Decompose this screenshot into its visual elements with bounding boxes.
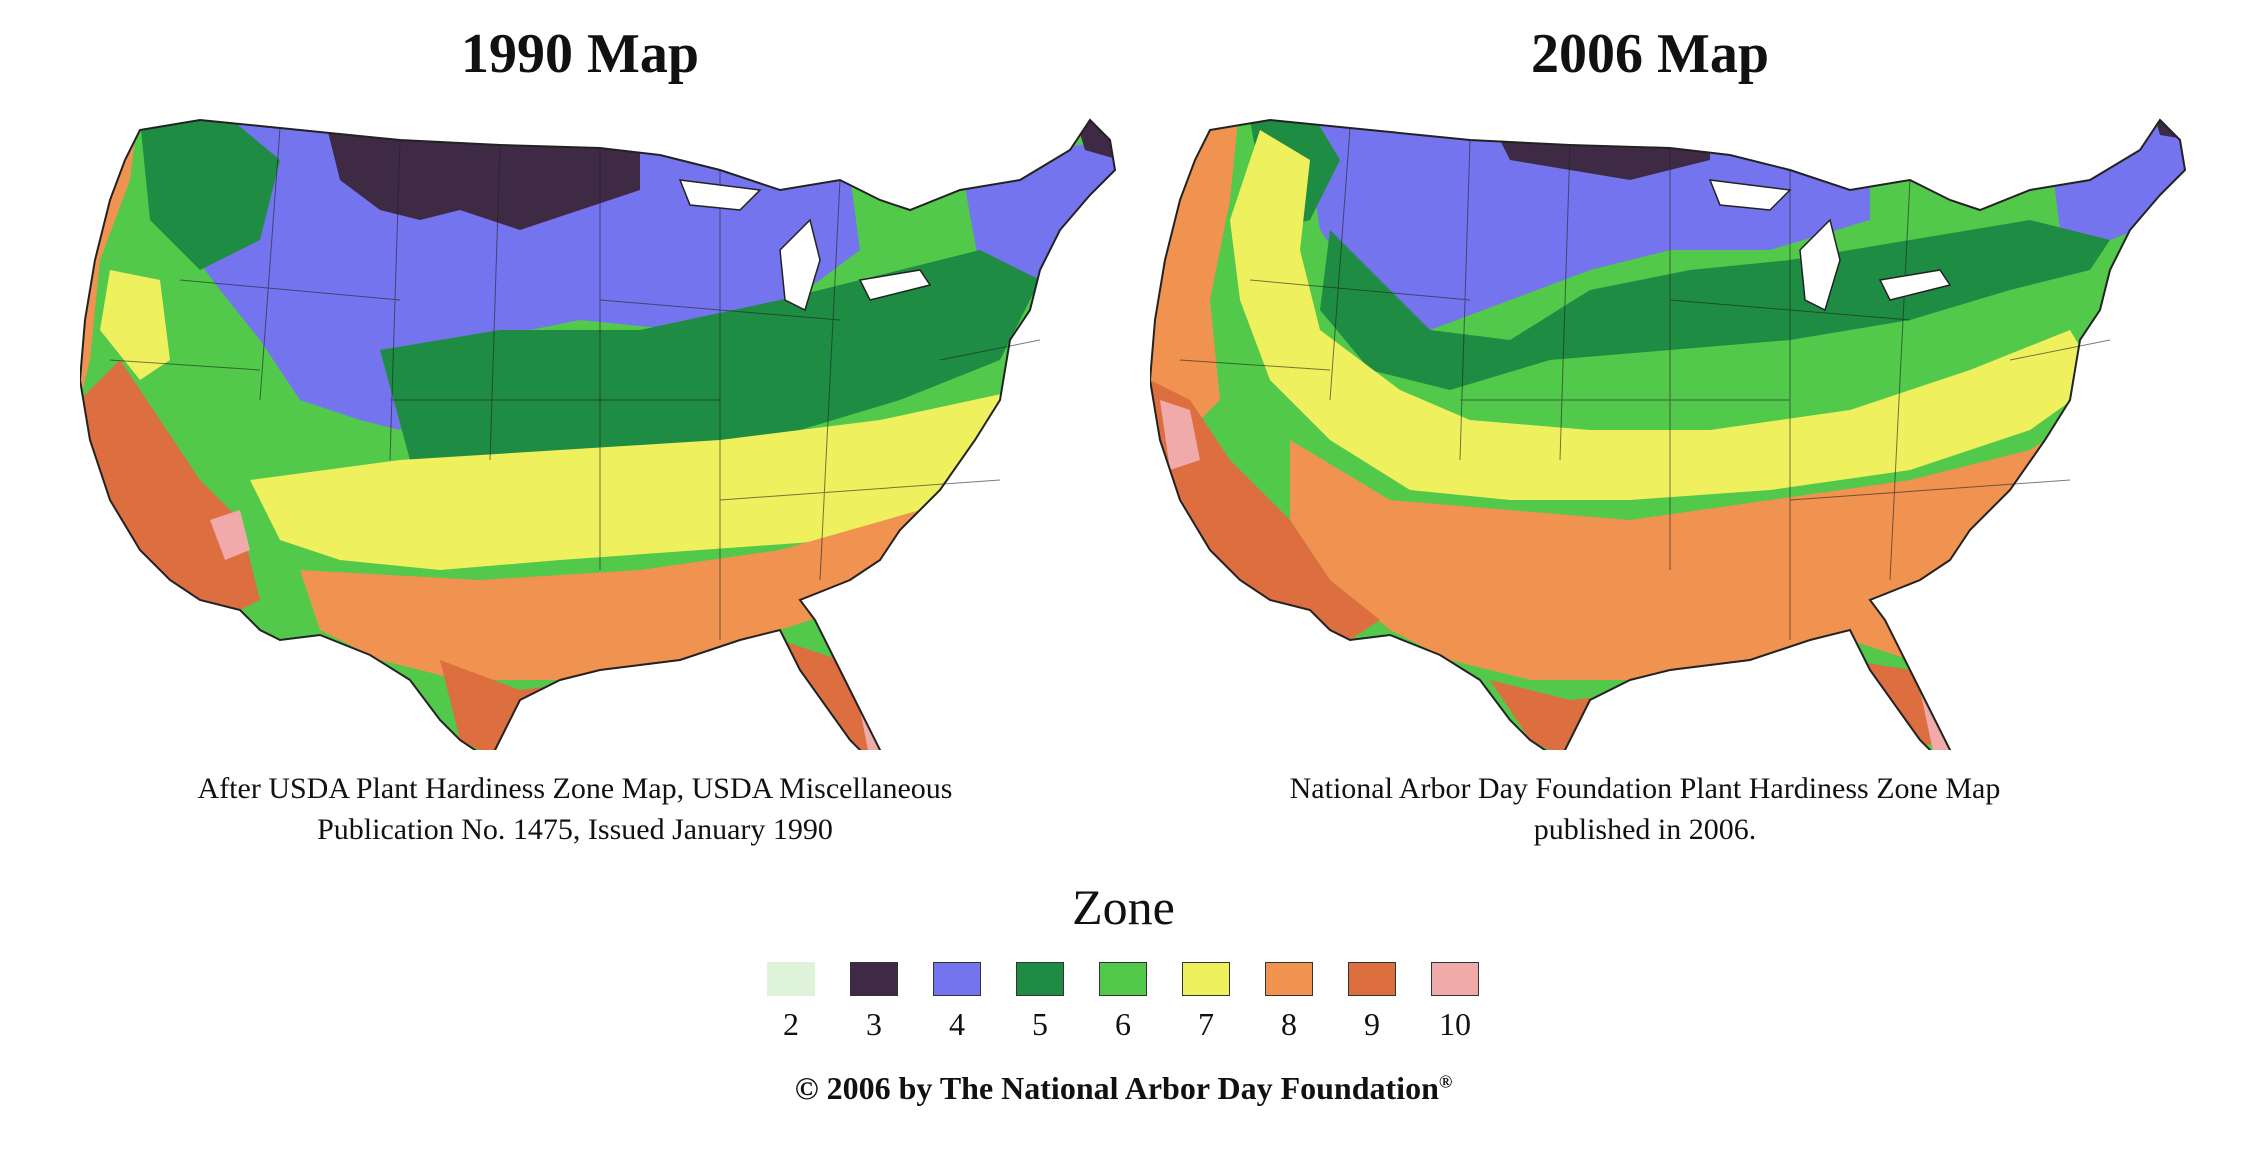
legend-item-zone-7: 7 [1182,962,1232,1043]
legend-item-zone-5: 5 [1016,962,1066,1043]
us-outline [1150,118,2187,750]
legend-item-zone-4: 4 [933,962,983,1043]
legend-label: 2 [783,1006,799,1042]
legend-label: 5 [1032,1006,1048,1042]
zone-band-5-northwest [140,120,280,270]
zone-band-9 [1150,380,1380,640]
great-lakes [678,179,932,312]
state-borders [1179,127,2111,640]
zone-band-8-south [300,480,1000,680]
zone-band-5 [380,250,1040,460]
legend-swatch [1182,962,1230,996]
zone-band-10 [210,510,250,560]
legend-title: Zone [1072,879,1175,935]
zone-band-7 [250,390,1030,570]
legend-swatch [1431,962,1479,996]
map-title-1990: 1990 Map [461,23,699,85]
legend-swatch [1265,962,1313,996]
zone-band-7-coast [100,270,170,380]
map-2006 [1150,118,2187,750]
legend-label: 3 [866,1006,882,1042]
legend-item-zone-8: 8 [1265,962,1315,1043]
legend-label: 8 [1281,1006,1297,1042]
legend-swatch [1099,962,1147,996]
zone-band-10 [1160,400,1200,470]
legend-item-zone-9: 9 [1348,962,1398,1043]
legend-swatch [1016,962,1064,996]
registered-mark: ® [1438,1071,1453,1092]
legend-swatch [767,962,815,996]
caption-2006: National Arbor Day Foundation Plant Hard… [1170,768,2120,850]
legend-item-zone-10: 10 [1431,962,1481,1043]
caption-line: published in 2006. [1533,813,1757,846]
legend-swatch [933,962,981,996]
legend-item-zone-6: 6 [1099,962,1149,1043]
caption-line: After USDA Plant Hardiness Zone Map, USD… [197,772,953,805]
legend-label: 4 [949,1006,965,1042]
legend-label: 7 [1198,1006,1214,1042]
great-lakes [1708,179,1952,312]
map-1990 [80,118,1117,750]
copyright-text: © 2006 by The National Arbor Day Foundat… [794,1070,1439,1106]
zone-band-5 [1320,220,2110,390]
zone-band-4-northeast [2050,120,2185,240]
legend-item-zone-2: 2 [767,962,817,1043]
zone-band-4 [1300,120,1870,330]
legend-swatch [850,962,898,996]
legend-item-zone-3: 3 [850,962,900,1043]
state-borders [109,127,1041,640]
map-title-2006: 2006 Map [1531,23,1769,85]
legend-label: 10 [1439,1006,1471,1042]
legend-label: 9 [1364,1006,1380,1042]
zone-band-9 [80,360,260,620]
zone-band-3-maine [1070,120,1115,160]
caption-1990: After USDA Plant Hardiness Zone Map, USD… [100,768,1050,850]
caption-line: National Arbor Day Foundation Plant Hard… [1289,772,2001,805]
us-outline [80,118,1117,750]
zone-band-7 [1230,130,2100,500]
legend-label: 6 [1115,1006,1131,1042]
legend-swatch [1348,962,1396,996]
copyright: © 2006 by The National Arbor Day Foundat… [0,1070,2247,1107]
caption-line: Publication No. 1475, Issued January 199… [317,813,833,846]
